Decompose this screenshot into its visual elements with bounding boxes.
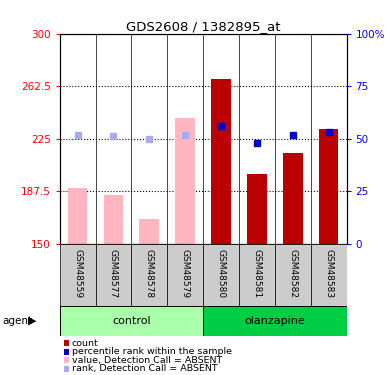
Bar	[247, 174, 267, 244]
Text: GSM48581: GSM48581	[252, 249, 261, 298]
Text: control: control	[112, 316, 151, 326]
Text: GSM48583: GSM48583	[324, 249, 333, 298]
Text: GSM48559: GSM48559	[73, 249, 82, 298]
Text: ▶: ▶	[28, 316, 36, 326]
Title: GDS2608 / 1382895_at: GDS2608 / 1382895_at	[126, 20, 280, 33]
Bar	[167, 244, 203, 306]
Bar	[211, 78, 231, 244]
Text: percentile rank within the sample: percentile rank within the sample	[72, 347, 232, 356]
Bar	[311, 244, 346, 306]
Text: GSM48580: GSM48580	[216, 249, 226, 298]
Bar	[175, 118, 195, 244]
Bar	[68, 188, 87, 244]
Text: count: count	[72, 339, 98, 348]
Bar	[104, 195, 123, 244]
Text: agent: agent	[2, 316, 32, 326]
Bar	[60, 306, 203, 336]
Bar	[95, 244, 131, 306]
Bar	[283, 153, 303, 244]
Bar	[275, 244, 311, 306]
Text: GSM48577: GSM48577	[109, 249, 118, 298]
Bar	[139, 219, 159, 244]
Text: GSM48582: GSM48582	[288, 249, 297, 298]
Bar	[319, 129, 338, 244]
Text: GSM48579: GSM48579	[181, 249, 190, 298]
Bar	[131, 244, 167, 306]
Text: olanzapine: olanzapine	[244, 316, 305, 326]
Bar	[203, 244, 239, 306]
Bar	[203, 306, 346, 336]
Text: GSM48578: GSM48578	[145, 249, 154, 298]
Text: value, Detection Call = ABSENT: value, Detection Call = ABSENT	[72, 356, 222, 365]
Bar	[60, 244, 95, 306]
Bar	[239, 244, 275, 306]
Text: rank, Detection Call = ABSENT: rank, Detection Call = ABSENT	[72, 364, 217, 374]
